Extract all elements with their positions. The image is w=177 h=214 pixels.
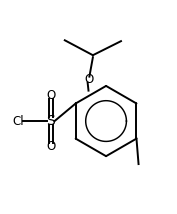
Text: O: O — [46, 89, 55, 102]
Text: O: O — [85, 73, 94, 86]
Text: O: O — [46, 140, 55, 153]
Text: S: S — [46, 114, 55, 128]
Text: Cl: Cl — [12, 114, 24, 128]
